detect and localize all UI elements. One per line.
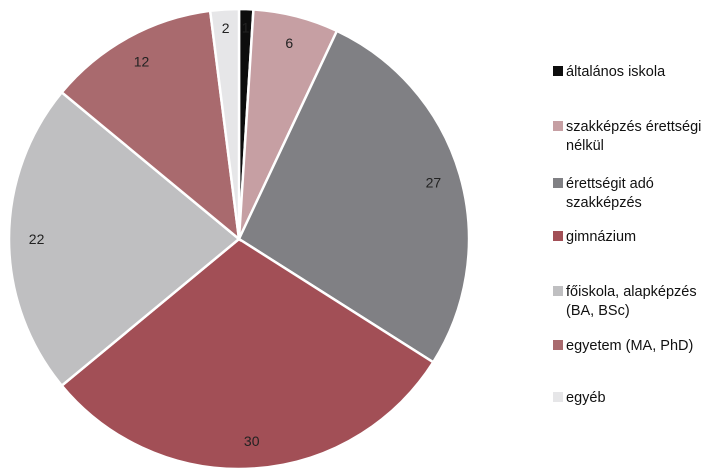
legend-label: egyetem (MA, PhD) <box>566 338 693 354</box>
pie-slice <box>208 7 241 240</box>
slice-value-label: 12 <box>134 54 150 70</box>
slice-value-label: 22 <box>29 231 45 247</box>
pie-slice <box>60 237 435 471</box>
legend-swatch <box>553 392 563 402</box>
legend-label: gimnázium <box>566 229 636 245</box>
legend-swatch <box>553 66 563 76</box>
slice-value-label: 2 <box>222 20 230 36</box>
legend-swatch <box>553 121 563 131</box>
pie-slice <box>7 90 241 388</box>
slice-labels: 1 6 27 30 22 12 2 <box>29 20 442 450</box>
legend-swatch <box>553 286 563 296</box>
legend: általános iskola szakképzés érettségi nélk… <box>553 64 701 406</box>
slice-value-label: 30 <box>244 433 260 449</box>
legend-label: nélkül <box>566 138 604 154</box>
legend-label: szakképzés érettségi <box>566 119 701 135</box>
pie-slices <box>7 7 471 471</box>
legend-swatch <box>553 231 563 241</box>
slice-value-label: 1 <box>242 20 250 36</box>
slice-value-label: 27 <box>426 175 442 191</box>
legend-swatch <box>553 178 563 188</box>
legend-label: egyéb <box>566 390 606 406</box>
pie-slice <box>60 9 241 242</box>
legend-label: (BA, BSc) <box>566 303 630 319</box>
legend-swatch <box>553 340 563 350</box>
legend-label: szakképzés <box>566 195 642 211</box>
legend-label: általános iskola <box>566 64 666 80</box>
legend-label: főiskola, alapképzés <box>566 284 697 300</box>
legend-label: érettségit adó <box>566 176 654 192</box>
pie-slice <box>237 29 471 364</box>
slice-value-label: 6 <box>285 35 293 51</box>
